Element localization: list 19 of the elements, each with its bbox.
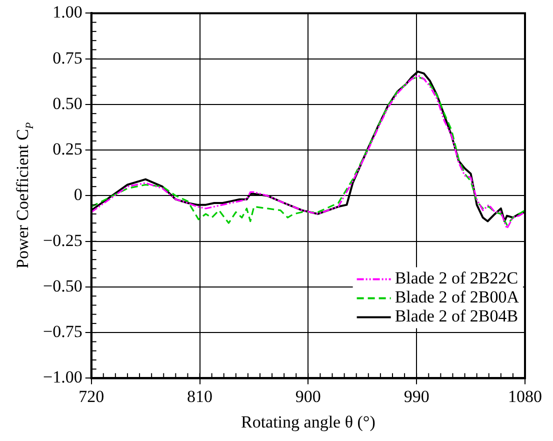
x-axis-title: Rotating angle θ (°) <box>240 412 376 432</box>
y-tick-label: −0.25 <box>42 230 82 250</box>
y-tick-label: 0.50 <box>52 94 82 113</box>
y-tick-label: −0.75 <box>42 322 82 342</box>
x-tick-label: 810 <box>187 386 213 406</box>
y-axis-title: Power Coefficient CP <box>13 122 36 268</box>
x-tick-label: 720 <box>78 386 104 406</box>
x-tick-label: 990 <box>404 386 430 406</box>
y-tick-label: 0.25 <box>52 140 82 159</box>
x-tick-label: 900 <box>295 386 321 406</box>
legend-label: Blade 2 of 2B04B <box>394 306 518 326</box>
y-tick-label: 0.75 <box>52 48 82 68</box>
y-tick-label: −1.00 <box>42 368 82 387</box>
y-tick-label: 0 <box>74 185 82 204</box>
legend-label: Blade 2 of 2B00A <box>394 288 520 307</box>
x-tick-label: 1080 <box>508 386 542 406</box>
legend-label: Blade 2 of 2B22C <box>394 268 518 288</box>
y-tick-label: −0.50 <box>42 276 82 296</box>
y-tick-label: 1.00 <box>52 2 82 22</box>
